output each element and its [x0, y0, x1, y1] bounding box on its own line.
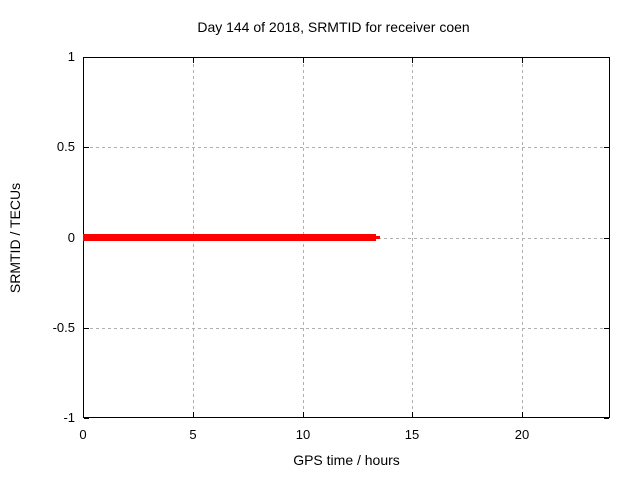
y-tick-label: 0	[67, 230, 75, 245]
y-tick-label: -1	[63, 410, 75, 425]
y-tick-label: 0.5	[56, 139, 75, 154]
x-tick-label: 10	[295, 427, 311, 442]
x-tick-bottom	[303, 412, 304, 417]
x-tick-top	[303, 58, 304, 63]
x-tick-label: 20	[514, 427, 530, 442]
y-gridline	[84, 147, 609, 148]
y-tick-left	[84, 418, 89, 419]
x-gridline	[522, 58, 523, 417]
y-tick-label: 1	[67, 49, 75, 64]
y-tick-right	[604, 328, 609, 329]
x-tick-top	[83, 58, 84, 63]
srmtid-line-tip	[376, 236, 380, 239]
x-tick-bottom	[83, 412, 84, 417]
y-tick-right	[604, 238, 609, 239]
x-tick-bottom	[522, 412, 523, 417]
x-tick-bottom	[193, 412, 194, 417]
y-tick-right	[604, 418, 609, 419]
y-tick-left	[84, 328, 89, 329]
y-tick-label: -0.5	[52, 320, 75, 335]
y-axis-label-text: SRMTID / TECUs	[7, 182, 23, 294]
y-tick-left	[84, 147, 89, 148]
x-tick-label: 0	[79, 427, 87, 442]
srmtid-line	[83, 234, 376, 241]
x-axis-label: GPS time / hours	[293, 452, 400, 468]
y-gridline	[84, 328, 609, 329]
y-tick-right	[604, 57, 609, 58]
x-gridline	[412, 58, 413, 417]
y-tick-left	[84, 57, 89, 58]
x-tick-label: 15	[404, 427, 420, 442]
y-tick-right	[604, 147, 609, 148]
x-tick-label: 5	[189, 427, 197, 442]
x-tick-bottom	[412, 412, 413, 417]
x-tick-top	[522, 58, 523, 63]
chart-title: Day 144 of 2018, SRMTID for receiver coe…	[197, 19, 470, 35]
x-tick-top	[412, 58, 413, 63]
x-tick-top	[193, 58, 194, 63]
